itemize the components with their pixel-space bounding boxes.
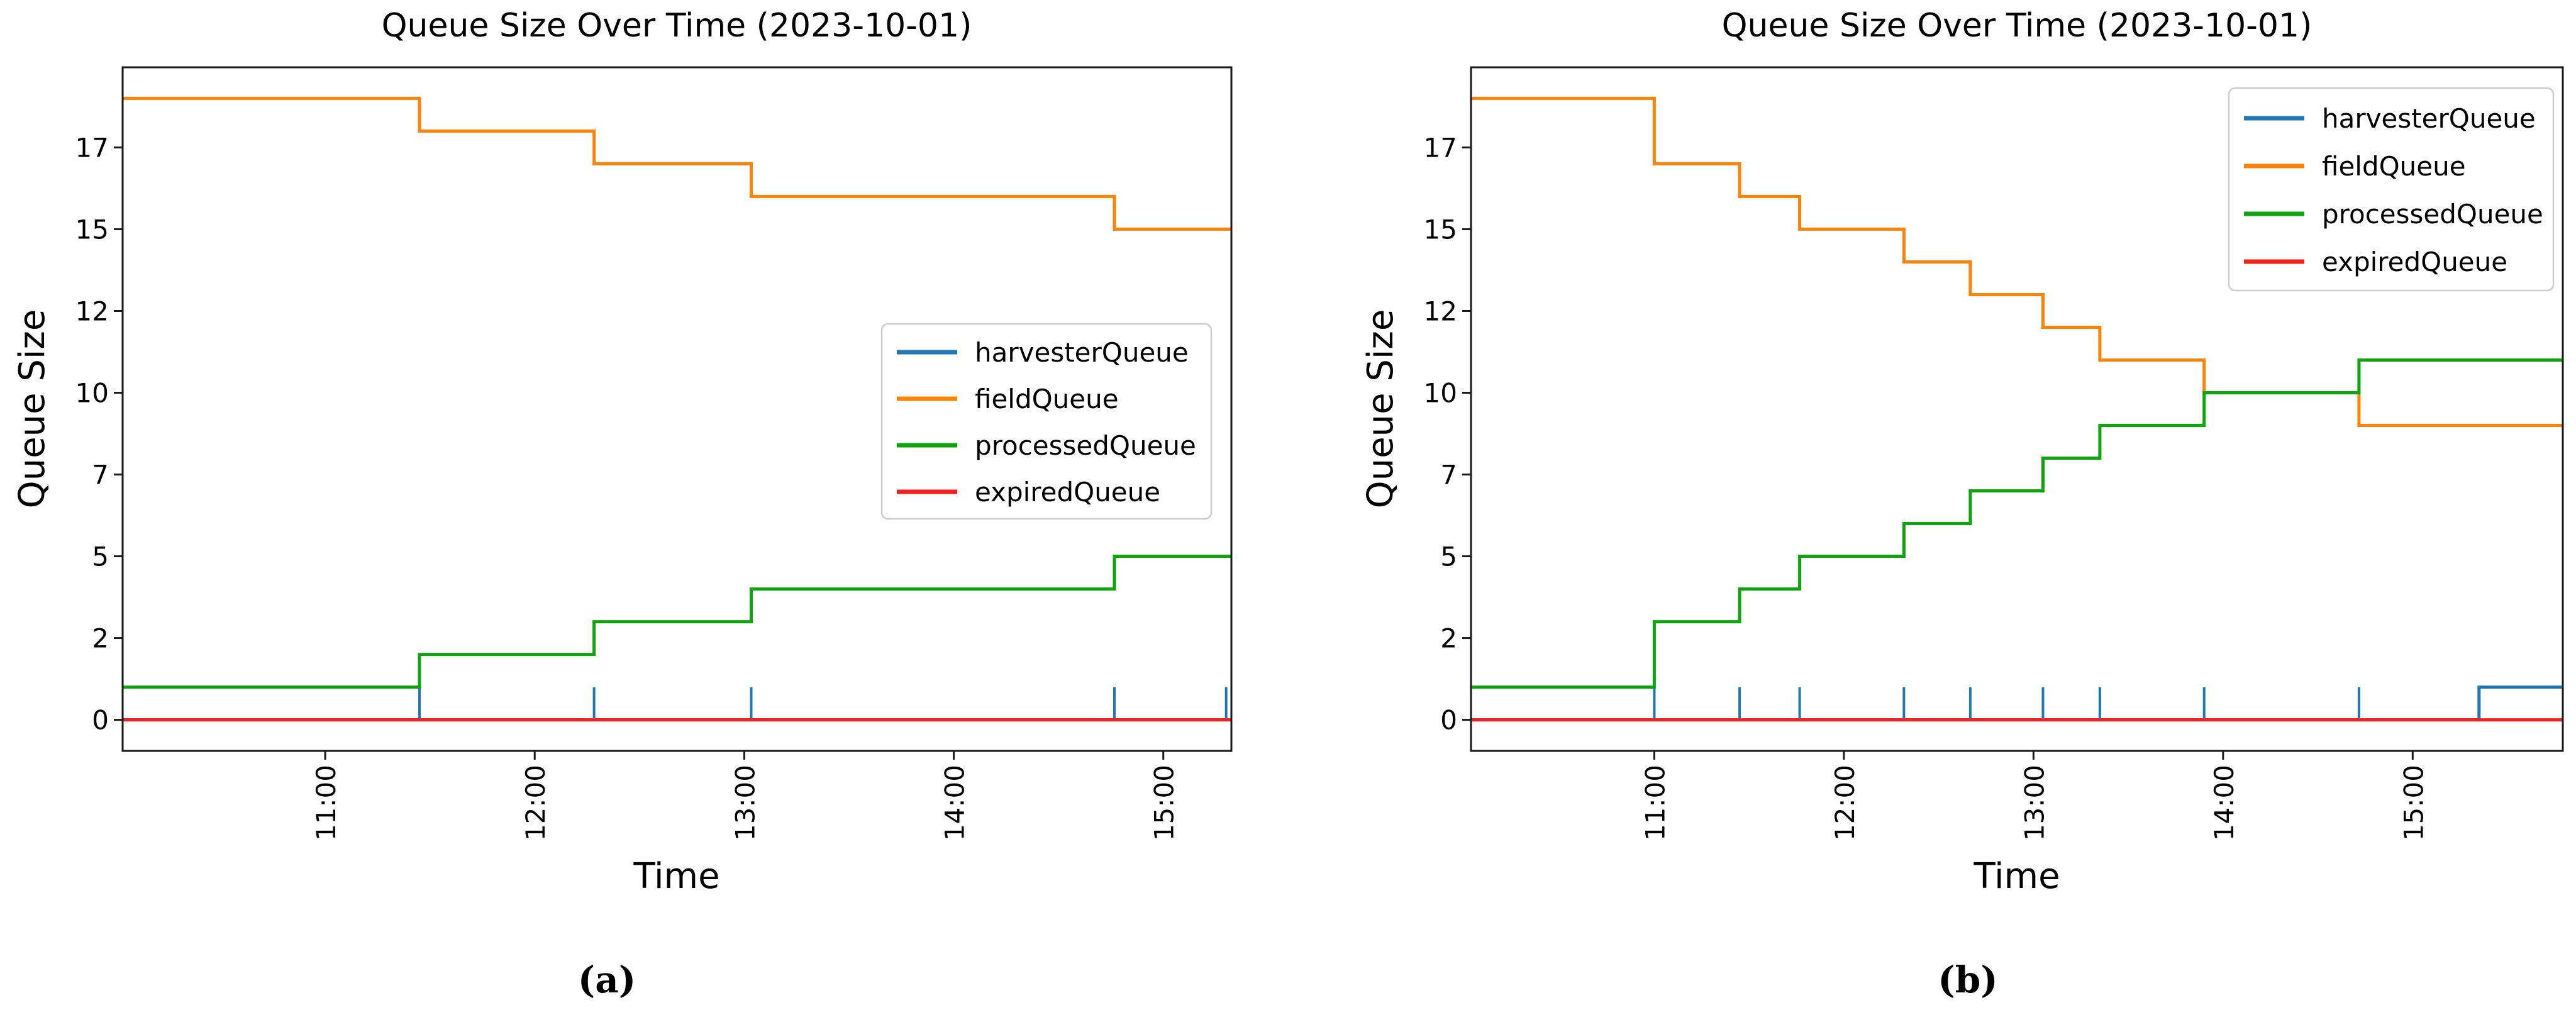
- y-tick-label: 5: [1440, 541, 1457, 572]
- y-tick-label: 12: [75, 296, 109, 326]
- x-axis-label: Time: [1973, 856, 2060, 897]
- x-tick-label: 12:00: [1829, 765, 1860, 841]
- legend-label: processedQueue: [975, 430, 1196, 461]
- y-tick-label: 7: [92, 460, 109, 491]
- y-tick-label: 15: [1424, 214, 1457, 245]
- y-tick-label: 17: [1424, 132, 1457, 163]
- legend-box: [880, 323, 1213, 520]
- x-tick-label: 11:00: [311, 765, 341, 841]
- legend-label: expiredQueue: [975, 477, 1160, 508]
- y-tick-label: 15: [75, 214, 109, 245]
- chart-title: Queue Size Over Time (2023-10-01): [1722, 7, 2312, 45]
- x-tick-label: 15:00: [1149, 765, 1180, 841]
- subfigure-caption: (a): [578, 958, 636, 1001]
- legend-label: harvesterQueue: [2322, 103, 2536, 134]
- x-axis-label: Time: [633, 856, 719, 897]
- y-tick-label: 12: [1424, 296, 1457, 326]
- plot-frame: [121, 66, 1233, 752]
- y-tick-label: 7: [1440, 460, 1457, 491]
- plot-frame: [1470, 66, 2564, 752]
- y-tick-label: 2: [92, 623, 109, 654]
- y-tick-label: 10: [75, 377, 109, 408]
- chart-title: Queue Size Over Time (2023-10-01): [382, 7, 972, 45]
- series-processedQueue-line: [1471, 358, 2563, 689]
- legend-label: harvesterQueue: [975, 337, 1189, 368]
- y-tick-label: 10: [1424, 377, 1457, 408]
- series-fieldQueue-line: [123, 96, 1231, 231]
- y-tick-label: 17: [75, 132, 109, 163]
- y-tick-label: 0: [92, 705, 109, 736]
- x-tick-label: 13:00: [730, 765, 760, 841]
- series-fieldQueue-line: [1471, 96, 2563, 427]
- legend-label: fieldQueue: [2322, 151, 2466, 182]
- subfigure-caption: (b): [1938, 958, 1997, 1001]
- legend-box: [2228, 87, 2555, 292]
- x-tick-label: 14:00: [940, 765, 970, 841]
- x-tick-label: 13:00: [2019, 765, 2050, 841]
- legend-label: fieldQueue: [975, 384, 1119, 414]
- y-tick-label: 5: [92, 541, 109, 572]
- legend-label: expiredQueue: [2322, 247, 2507, 277]
- series-harvesterQueue-line: [1471, 685, 2563, 722]
- y-tick-label: 0: [1440, 705, 1457, 736]
- x-tick-label: 15:00: [2398, 765, 2429, 841]
- y-axis-label: Queue Size: [1360, 309, 1401, 509]
- x-tick-label: 12:00: [520, 765, 551, 841]
- y-axis-label: Queue Size: [12, 309, 53, 509]
- y-tick-label: 2: [1440, 623, 1457, 654]
- legend-label: processedQueue: [2322, 199, 2543, 230]
- x-tick-label: 14:00: [2209, 765, 2240, 841]
- x-tick-label: 11:00: [1640, 765, 1670, 841]
- series-processedQueue-line: [123, 555, 1231, 689]
